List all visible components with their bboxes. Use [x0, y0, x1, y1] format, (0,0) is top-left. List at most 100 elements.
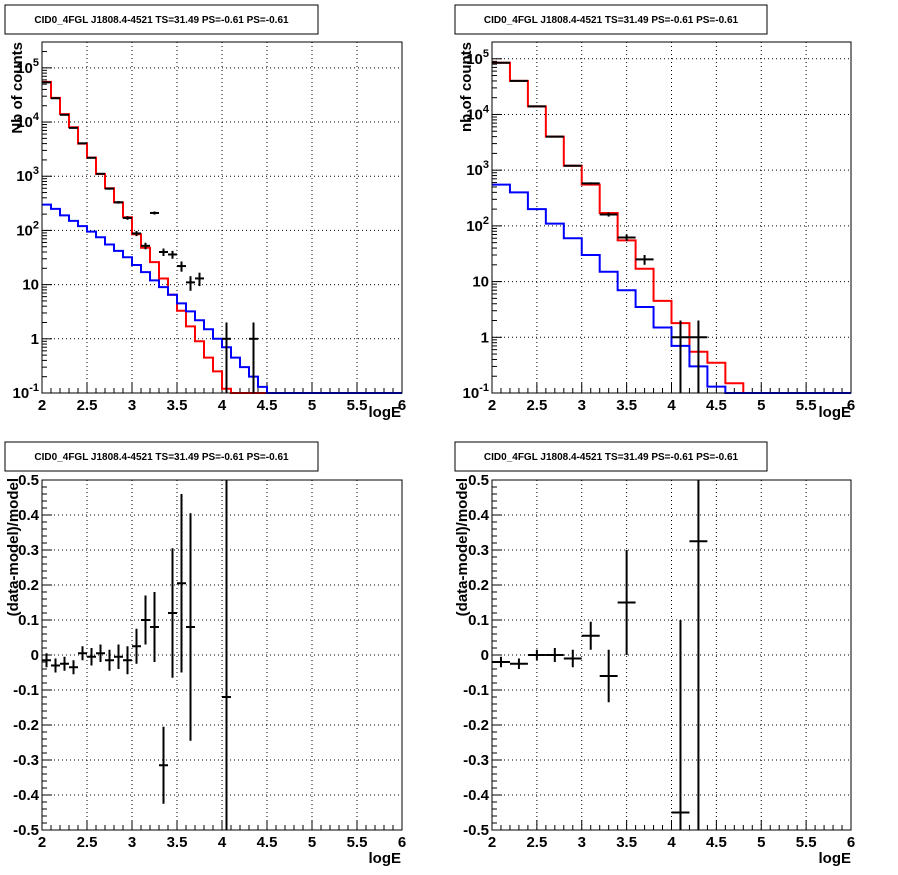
data-point — [222, 322, 231, 393]
data-point — [69, 126, 78, 129]
x-tick-label: 4.5 — [706, 834, 727, 851]
y-tick-label: 102 — [466, 215, 489, 235]
y-tick-label: 0.1 — [18, 612, 39, 629]
y-axis-title: nb of counts — [458, 42, 475, 132]
x-tick-label: 2 — [488, 834, 496, 851]
data-point — [132, 628, 141, 664]
x-tick-label: 6 — [847, 397, 855, 414]
y-tick-label: 10 — [22, 277, 39, 294]
x-axis-title: logE — [819, 404, 852, 421]
chart-title: CID0_4FGL J1808.4-4521 TS=31.49 PS=-0.61… — [484, 452, 739, 463]
data-point — [159, 248, 168, 257]
y-tick-label: 10-1 — [463, 382, 489, 402]
x-tick-label: 5.5 — [796, 397, 817, 414]
y-tick-label: 0.1 — [468, 612, 489, 629]
x-tick-label: 4.5 — [257, 397, 278, 414]
x-tick-label: 3.5 — [167, 397, 188, 414]
data-point — [159, 726, 168, 804]
y-tick-label: 1 — [481, 329, 489, 346]
plot-frame — [41, 479, 403, 831]
series-error-bars — [42, 81, 258, 393]
x-tick-label: 5 — [308, 834, 316, 851]
x-tick-label: 4.5 — [706, 397, 727, 414]
x-tick-label: 2 — [488, 397, 496, 414]
y-tick-label: -0.4 — [13, 787, 40, 804]
data-point — [177, 261, 186, 272]
panel-bottom-right: CID0_4FGL J1808.4-4521 TS=31.49 PS=-0.61… — [454, 441, 855, 867]
y-tick-label: 0.3 — [468, 542, 489, 559]
tick-labels: 2 2.5 3 3.5 4 4.5 5 5.5 6 10-1 1 10 102 103 104 105 — [13, 57, 407, 414]
y-axis-title: Nb of counts — [9, 42, 26, 134]
x-tick-label: 3.5 — [616, 397, 637, 414]
x-tick-label: 4 — [667, 397, 676, 414]
y-axis-title: (data-model)/model — [5, 478, 22, 616]
data-point — [78, 646, 87, 661]
data-point — [96, 172, 105, 175]
y-tick-label: -0.2 — [463, 717, 489, 734]
data-point — [168, 548, 177, 678]
x-tick-label: 5.5 — [796, 834, 817, 851]
data-point — [545, 135, 564, 138]
data-point — [114, 201, 123, 204]
data-point — [222, 480, 231, 830]
data-point — [617, 550, 636, 655]
data-point — [132, 231, 141, 237]
data-point — [69, 660, 78, 675]
x-tick-label: 4.5 — [257, 834, 278, 851]
data-point — [617, 234, 636, 241]
x-tick-label: 5 — [757, 397, 765, 414]
x-tick-label: 4 — [218, 834, 227, 851]
data-point — [581, 621, 600, 650]
plot-area: 2 2.5 3 3.5 4 4.5 5 5.5 6 10-1 1 10 102 103 104 105 — [463, 41, 855, 414]
series-step-line — [492, 183, 851, 394]
chart-title: CID0_4FGL J1808.4-4521 TS=31.49 PS=-0.61… — [34, 15, 289, 26]
data-point — [105, 649, 114, 671]
x-axis-title: logE — [369, 850, 402, 867]
data-point — [492, 656, 510, 668]
x-tick-label: 3 — [578, 397, 586, 414]
data-point — [123, 216, 132, 220]
y-tick-label: 0 — [481, 647, 489, 664]
x-tick-label: 4 — [667, 834, 676, 851]
title-box — [454, 441, 768, 472]
data-point — [563, 164, 582, 167]
data-point — [105, 187, 114, 190]
y-tick-label: 105 — [16, 57, 39, 77]
x-tick-label: 3 — [128, 834, 136, 851]
x-tick-label: 2 — [38, 397, 46, 414]
x-tick-label: 2 — [38, 834, 46, 851]
data-point — [141, 242, 150, 250]
data-point — [671, 620, 690, 830]
data-point — [689, 480, 708, 830]
x-tick-label: 5 — [308, 397, 316, 414]
tick-labels: 2 2.5 3 3.5 4 4.5 5 5.5 6 -0.5 -0.4 -0.3 -0.2 -0.1 0 0.… — [13, 472, 406, 851]
data-point — [527, 649, 546, 661]
plot-frame — [491, 479, 852, 831]
data-point — [114, 644, 123, 669]
plot-area: 2 2.5 3 3.5 4 4.5 5 5.5 6 10-1 1 10 102 103 104 105 — [13, 41, 407, 414]
title-box — [454, 4, 768, 35]
data-point — [42, 653, 51, 668]
plot-frame — [41, 41, 403, 394]
x-tick-label: 3.5 — [167, 834, 188, 851]
data-point — [141, 595, 150, 645]
y-tick-label: 1 — [31, 331, 39, 348]
x-tick-label: 2.5 — [77, 397, 98, 414]
y-tick-label: 10-1 — [13, 382, 39, 402]
y-tick-label: 102 — [16, 219, 39, 239]
data-point — [96, 644, 105, 662]
data-point — [581, 182, 600, 185]
data-point — [150, 211, 159, 215]
y-tick-label: 0.4 — [18, 507, 40, 524]
data-point — [87, 648, 96, 666]
tick-marks — [491, 41, 852, 394]
data-point — [51, 658, 60, 673]
series-error-bars — [492, 480, 708, 830]
plot-frame — [491, 41, 852, 394]
y-tick-label: 0.2 — [18, 577, 39, 594]
data-point — [545, 648, 564, 662]
y-tick-label: -0.1 — [13, 682, 39, 699]
y-tick-label: 0 — [31, 647, 39, 664]
y-axis-title: (data-model)/model — [454, 478, 471, 616]
